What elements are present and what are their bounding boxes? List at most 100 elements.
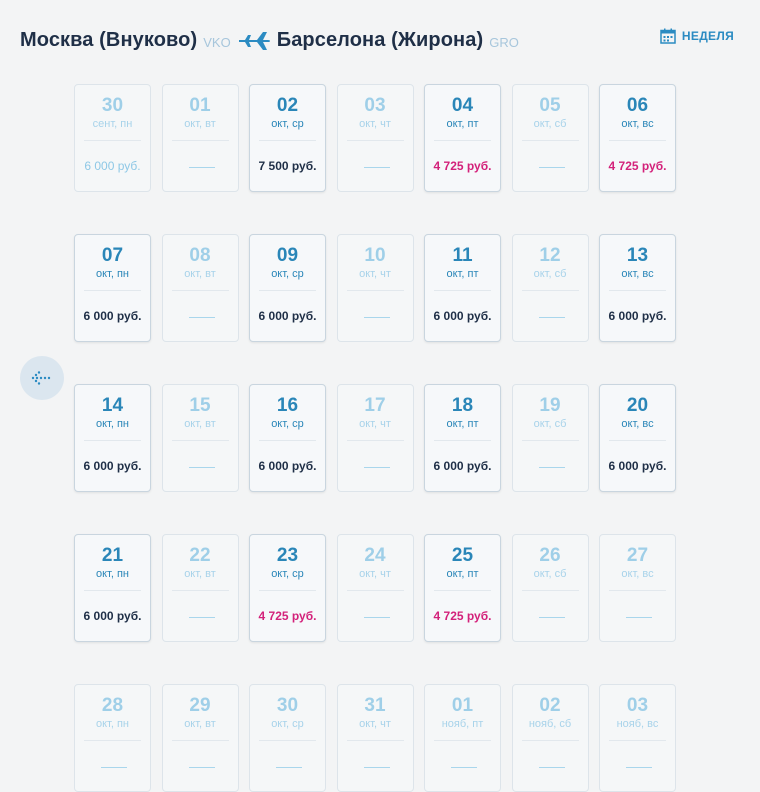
day-number: 31 [364,695,386,716]
day-divider [84,290,141,291]
calendar-day[interactable]: 28 окт, пн [74,684,151,792]
calendar-day[interactable]: 30 окт, ср [249,684,326,792]
day-weekday: окт, сб [533,568,567,580]
day-divider [609,140,666,141]
arrow-left-icon [31,371,51,385]
day-weekday: окт, пн [95,268,130,280]
day-weekday: окт, вт [184,718,216,730]
previous-weeks-button[interactable] [20,356,64,400]
calendar-day[interactable]: 27 окт, вс [599,534,676,642]
day-divider [346,740,404,741]
calendar-day-cell: 29 окт, вт [161,684,239,792]
calendar-day-cell: 08 окт, вт [161,234,239,342]
calendar-day[interactable]: 23 окт, ср 4 725 руб. [249,534,326,642]
calendar-day[interactable]: 01 нояб, пт [424,684,501,792]
calendar-day[interactable]: 10 окт, чт [336,234,414,342]
day-divider [171,740,229,741]
calendar-day-cell: 01 нояб, пт [424,684,501,792]
calendar-day[interactable]: 31 окт, чт [336,684,414,792]
calendar-day[interactable]: 09 окт, ср 6 000 руб. [249,234,326,342]
calendar-day[interactable]: 04 окт, пт 4 725 руб. [424,84,501,192]
calendar-day-cell: 14 окт, пн 6 000 руб. [74,384,151,492]
day-divider [171,590,229,591]
calendar-day[interactable]: 08 окт, вт [161,234,239,342]
day-divider [259,290,316,291]
calendar-day[interactable]: 20 окт, вс 6 000 руб. [599,384,676,492]
day-number: 20 [626,395,649,416]
calendar-day[interactable]: 16 окт, ср 6 000 руб. [249,384,326,492]
calendar-day[interactable]: 02 нояб, сб [511,684,589,792]
calendar-day[interactable]: 24 окт, чт [336,534,414,642]
day-weekday: окт, сб [533,118,567,130]
calendar-day-cell: 06 окт, вс 4 725 руб. [599,84,676,192]
no-price-dash [538,317,565,318]
calendar-day[interactable]: 02 окт, ср 7 500 руб. [249,84,326,192]
day-divider [609,740,666,741]
day-weekday: окт, ср [271,268,304,280]
calendar-day[interactable]: 01 окт, вт [161,84,239,192]
day-price: 6 000 руб. [83,609,142,623]
day-number: 24 [364,545,386,566]
day-price: 7 500 руб. [258,159,317,173]
calendar-day-cell: 25 окт, пт 4 725 руб. [424,534,501,642]
no-price-dash [451,767,477,768]
calendar-day-cell: 28 окт, пн [74,684,151,792]
day-number: 12 [539,245,561,266]
day-number: 08 [189,245,211,266]
week-view-button[interactable]: НЕДЕЛЯ [660,28,734,44]
day-weekday: окт, пн [95,718,130,730]
calendar-day[interactable]: 29 окт, вт [161,684,239,792]
calendar-day[interactable]: 14 окт, пн 6 000 руб. [74,384,151,492]
calendar-day-cell: 16 окт, ср 6 000 руб. [249,384,326,492]
no-price-dash [626,617,652,618]
day-price: 6 000 руб. [83,309,142,323]
calendar-day[interactable]: 25 окт, пт 4 725 руб. [424,534,501,642]
calendar-day[interactable]: 30 сент, пн 6 000 руб. [74,84,151,192]
day-divider [346,440,404,441]
day-number: 22 [189,545,211,566]
day-weekday: нояб, вс [616,718,659,730]
origin-code: VKO [203,34,231,50]
calendar-day-cell: 19 окт, сб [511,384,589,492]
calendar-day[interactable]: 12 окт, сб [511,234,589,342]
day-divider [609,290,666,291]
calendar-day[interactable]: 17 окт, чт [336,384,414,492]
day-divider [434,290,491,291]
day-price: 6 000 руб. [258,309,317,323]
day-weekday: окт, пт [446,418,479,430]
calendar-day-cell: 09 окт, ср 6 000 руб. [249,234,326,342]
day-number: 03 [626,695,649,716]
calendar-day[interactable]: 05 окт, сб [511,84,589,192]
calendar-day[interactable]: 06 окт, вс 4 725 руб. [599,84,676,192]
calendar-day-cell: 11 окт, пт 6 000 руб. [424,234,501,342]
day-number: 02 [539,695,561,716]
calendar-icon [660,28,676,44]
calendar-day-cell: 13 окт, вс 6 000 руб. [599,234,676,342]
calendar-day[interactable]: 26 окт, сб [511,534,589,642]
calendar-day[interactable]: 21 окт, пн 6 000 руб. [74,534,151,642]
no-price-dash [538,767,565,768]
calendar-day-cell: 01 окт, вт [161,84,239,192]
day-price: 6 000 руб. [83,459,142,473]
calendar-day[interactable]: 03 нояб, вс [599,684,676,792]
calendar-day[interactable]: 03 окт, чт [336,84,414,192]
day-weekday: окт, вт [184,268,216,280]
no-price-dash [538,467,565,468]
calendar-day[interactable]: 13 окт, вс 6 000 руб. [599,234,676,342]
no-price-dash [188,317,215,318]
calendar-day-cell: 02 нояб, сб [511,684,589,792]
day-number: 05 [539,95,561,116]
day-number: 16 [276,395,299,416]
day-price: 4 725 руб. [433,159,492,173]
calendar-day[interactable]: 19 окт, сб [511,384,589,492]
day-divider [434,140,491,141]
calendar-day[interactable]: 07 окт, пн 6 000 руб. [74,234,151,342]
day-weekday: окт, ср [271,568,304,580]
day-price: 6 000 руб. [433,309,492,323]
calendar-day[interactable]: 18 окт, пт 6 000 руб. [424,384,501,492]
calendar-day[interactable]: 22 окт, вт [161,534,239,642]
day-weekday: окт, сб [533,418,567,430]
calendar-day[interactable]: 11 окт, пт 6 000 руб. [424,234,501,342]
calendar-day[interactable]: 15 окт, вт [161,384,239,492]
calendar-grid: 30 сент, пн 6 000 руб. 01 окт, вт 02 окт, ср 7 … [74,84,676,792]
